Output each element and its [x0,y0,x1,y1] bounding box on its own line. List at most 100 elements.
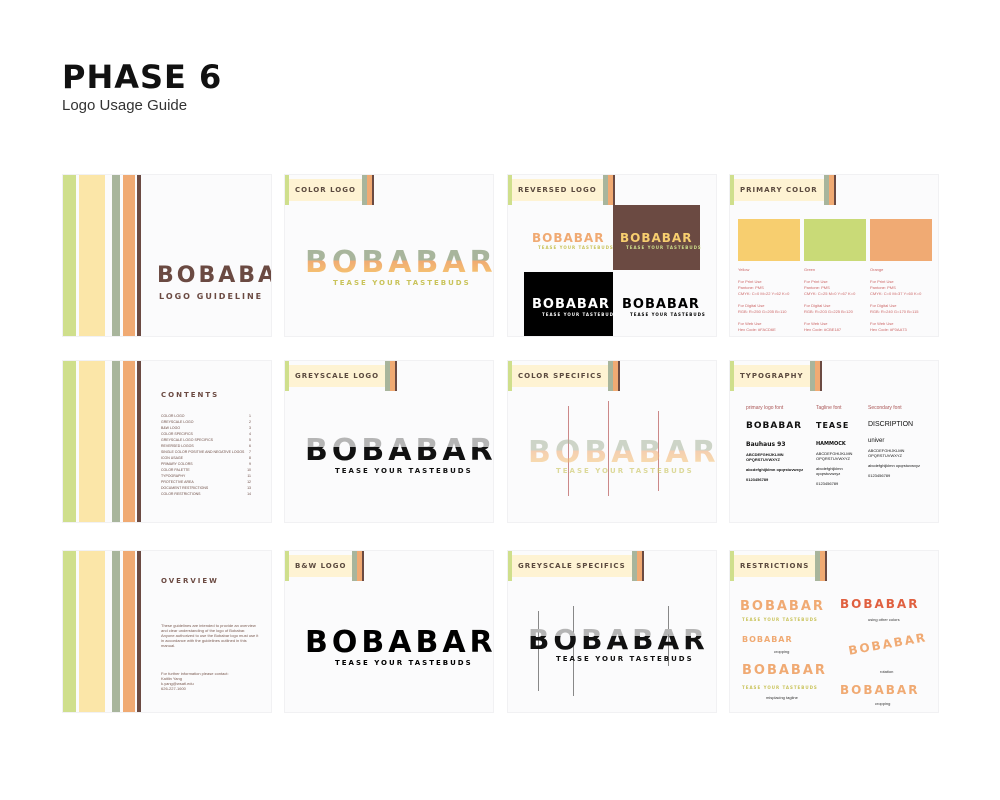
restriction-note: using other colors [868,617,900,622]
card-contents: CONTENTS COLOR LOGO 1 GREYSCALE LOGO 2 B&W… [62,360,272,523]
reversed-brown-panel [613,205,700,270]
contents-item[interactable]: REVERSED LOGOS 6 [161,444,251,448]
overview-contact: For further information please contact: … [161,671,229,691]
brand-logo-on-black: BOBABAR [532,297,610,312]
section-badge: REVERSED LOGO [508,175,615,205]
font-column-secondary: Secondary font DISCRIPTION univer ABCDEF… [868,405,921,478]
brand-logo-specifics: BOBABAR [528,435,716,470]
swatch-yellow [738,219,800,261]
brand-stripes [63,551,143,712]
brand-logo-greyscale: BOBABAR [305,433,493,468]
spec-line [538,611,539,691]
contents-item[interactable]: TYPOGRAPHY 11 [161,474,251,478]
section-label: PRIMARY COLOR [734,179,824,201]
card-overview: OVERVIEW These guidelines are intended t… [62,550,272,713]
spec-line [658,411,659,491]
page-subtitle: Logo Usage Guide [62,97,188,114]
font-column-primary: primary logo font BOBABAR Bauhaus 93 ABC… [746,405,804,482]
restriction-note: cropping [774,649,790,654]
tagline-bw: TEASE YOUR TASTEBUDS [335,659,473,667]
spec-line [668,606,669,666]
contents-item[interactable]: ICON USAGE 8 [161,456,251,460]
contents-item[interactable]: GREYSCALE LOGO 2 [161,420,251,424]
tagline-black: TEASE YOUR TASTEBUDS [630,312,706,317]
restriction-example-cropping: BOBABAR [840,597,920,611]
tagline-greyscale: TEASE YOUR TASTEBUDS [335,467,473,475]
page-title: PHASE 6 [62,58,223,96]
section-badge: PRIMARY COLOR [730,175,836,205]
contents-item[interactable]: COLOR SPECIFICS 4 [161,432,251,436]
brand-logo-black: BOBABAR [622,297,700,312]
overview-heading: OVERVIEW [161,577,219,585]
contents-item[interactable]: SINGLE COLOR POSITIVE AND NEGATIVE LOGOS… [161,450,251,454]
contents-item[interactable]: COLOR PALETTE 10 [161,468,251,472]
restriction-tagline-misplaced: TEASE YOUR TASTEBUDS [742,685,818,690]
tagline-small: TEASE YOUR TASTEBUDS [538,245,614,250]
tagline-greyscale-specifics: TEASE YOUR TASTEBUDS [556,655,694,663]
swatch-green [804,219,866,261]
card-greyscale-logo: GREYSCALE LOGO BOBABAR TEASE YOUR TASTEB… [284,360,494,523]
card-cover: BOBABAR LOGO GUIDELINE [62,174,272,337]
tagline-specifics: TEASE YOUR TASTEBUDS [556,467,694,475]
restriction-example-cropping-2: BOBABAR [840,683,920,697]
card-restrictions: RESTRICTIONS BOBABAR TEASE YOUR TASTEBUD… [729,550,939,713]
card-primary-color: PRIMARY COLOR Yellow For Print Use Panto… [729,174,939,337]
section-badge: COLOR SPECIFICS [508,361,621,391]
restriction-note: rotation [880,669,894,674]
restriction-note: misplacing tagline [766,695,798,700]
contents-item[interactable]: PROTECTIVE AREA 12 [161,480,251,484]
section-label: REVERSED LOGO [512,179,603,201]
section-badge: COLOR LOGO [285,175,374,205]
cover-subtitle: LOGO GUIDELINE [159,292,264,301]
section-badge: RESTRICTIONS [730,551,828,581]
brand-logo-greyscale-specifics: BOBABAR [528,623,709,656]
contents-item[interactable]: COLOR RESTRICTIONS 14 [161,492,251,496]
reversed-black-panel [524,272,613,336]
contents-item[interactable]: DOCUMENT RESTRICTIONS 13 [161,486,251,490]
card-reversed-logo: REVERSED LOGO BOBABAR TEASE YOUR TASTEBU… [507,174,717,337]
tagline-color: TEASE YOUR TASTEBUDS [333,279,471,287]
section-label: TYPOGRAPHY [734,365,810,387]
section-badge: GREYSCALE LOGO [285,361,398,391]
brand-logo-bw: BOBABAR [305,625,494,660]
section-badge: TYPOGRAPHY [730,361,822,391]
restriction-example-rotation: BOBABAR [847,630,929,658]
section-label: B&W LOGO [289,555,353,577]
contents-item[interactable]: B&W LOGO 3 [161,426,251,430]
section-label: GREYSCALE LOGO [289,365,386,387]
contents-heading: CONTENTS [161,391,220,399]
card-greyscale-specifics: GREYSCALE SPECIFICS BOBABAR TEASE YOUR T… [507,550,717,713]
restriction-example-small: BOBABAR [742,635,793,644]
spec-line [573,606,574,696]
section-badge: B&W LOGO [285,551,365,581]
brand-logo-small: BOBABAR [532,231,605,245]
spec-line [568,406,569,496]
brand-logo-color: BOBABAR [305,245,493,280]
contents-list: COLOR LOGO 1 GREYSCALE LOGO 2 B&W LOGO 3 CO… [161,413,251,497]
restriction-note: cropping [875,701,891,706]
card-color-logo: COLOR LOGO BOBABAR TEASE YOUR TASTEBUDS [284,174,494,337]
section-label: RESTRICTIONS [734,555,816,577]
card-typography: TYPOGRAPHY primary logo font BOBABAR Bau… [729,360,939,523]
overview-body: These guidelines are intended to provide… [161,623,259,648]
tagline-on-black: TEASE YOUR TASTEBUDS [542,312,618,317]
brand-stripes [63,175,143,336]
section-label: COLOR LOGO [289,179,362,201]
swatch-info-orange: Orange For Print Use Pantone: PMS CMYK: … [870,267,922,332]
swatch-info-yellow: Yellow For Print Use Pantone: PMS CMYK: … [738,267,790,332]
card-color-specifics: COLOR SPECIFICS BOBABAR TEASE YOUR TASTE… [507,360,717,523]
tagline-on-brown: TEASE YOUR TASTEBUDS [626,245,702,250]
swatch-orange [870,219,932,261]
contents-item[interactable]: COLOR LOGO 1 [161,414,251,418]
card-bw-logo: B&W LOGO BOBABAR TEASE YOUR TASTEBUDS [284,550,494,713]
contents-item[interactable]: PRIMARY COLORS 9 [161,462,251,466]
section-label: COLOR SPECIFICS [512,365,609,387]
restriction-tagline: TEASE YOUR TASTEBUDS [742,617,818,622]
swatch-info-green: Green For Print Use Pantone: PMS CMYK: C… [804,267,856,332]
contents-item[interactable]: GREYSCALE LOGO SPECIFICS 5 [161,438,251,442]
restriction-example-tagline: BOBABAR [742,663,827,678]
restriction-example-other-colors: BOBABAR [740,599,825,614]
brand-stripes [63,361,143,522]
brand-logo-on-brown: BOBABAR [620,231,693,245]
cover-brand: BOBABAR [157,263,271,288]
